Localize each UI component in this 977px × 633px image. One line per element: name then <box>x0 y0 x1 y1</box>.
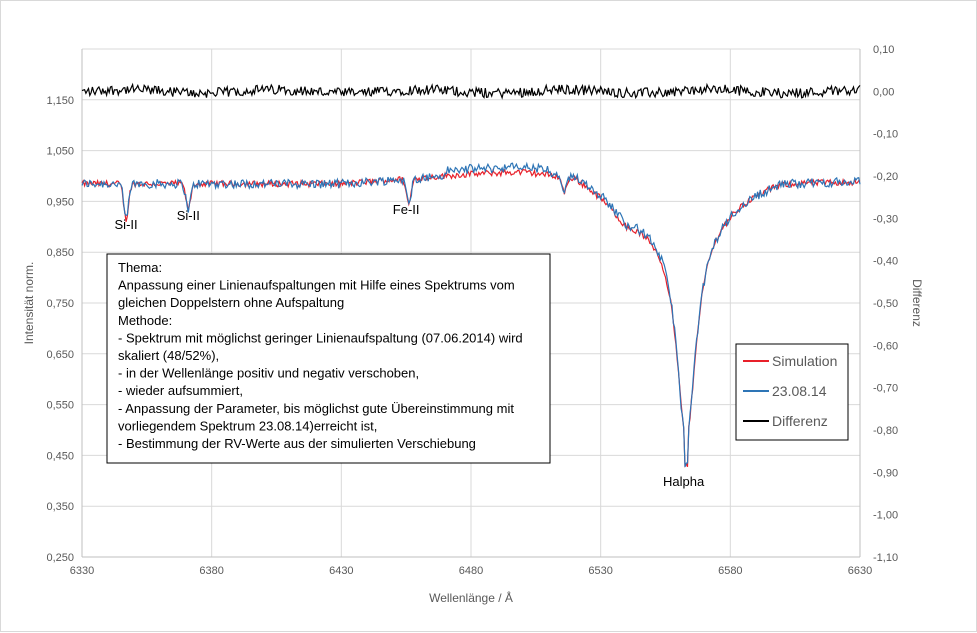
legend-label: Simulation <box>772 353 837 369</box>
y-left-tick-label: 1,050 <box>46 146 74 158</box>
textbox-line: - Anpassung der Parameter, bis möglichst… <box>118 401 514 416</box>
textbox-line: gleichen Doppelstern ohne Aufspaltung <box>118 295 344 310</box>
textbox-line: Thema: <box>118 260 162 275</box>
textbox-line: - Bestimmung der RV-Werte aus der simuli… <box>118 436 476 451</box>
y-left-tick-label: 0,750 <box>46 298 74 310</box>
y-left-tick-label: 0,850 <box>46 247 74 259</box>
legend-label: 23.08.14 <box>772 383 827 399</box>
y-left-tick-label: 0,450 <box>46 450 74 462</box>
annotation-si2-b: Si-II <box>177 208 200 223</box>
x-tick-label: 6380 <box>199 565 223 577</box>
y-left-tick-label: 0,250 <box>46 552 74 564</box>
y-right-tick-label: -0,30 <box>873 213 898 225</box>
series-23-08-14 <box>81 161 861 468</box>
y-right-tick-label: -1,10 <box>873 552 898 564</box>
textbox-line: vorliegendem Spektrum 23.08.14)erreicht … <box>118 418 377 433</box>
y-left-tick-label: 0,550 <box>46 400 74 412</box>
textbox-line: Methode: <box>118 313 172 328</box>
y-right-tick-label: -0,40 <box>873 256 898 268</box>
x-tick-label: 6630 <box>848 565 872 577</box>
series-differenz <box>81 82 861 100</box>
series-simulation <box>81 168 861 468</box>
y-right-tick-label: -0,20 <box>873 171 898 183</box>
y-left-tick-label: 0,650 <box>46 349 74 361</box>
y-right-tick-label: -1,00 <box>873 510 898 522</box>
x-tick-label: 6330 <box>70 565 94 577</box>
textbox-line: - Spektrum mit möglichst geringer Linien… <box>118 330 523 345</box>
y-left-tick-label: 1,150 <box>46 95 74 107</box>
x-tick-label: 6580 <box>718 565 742 577</box>
y-right-tick-label: -0,10 <box>873 129 898 141</box>
y-right-tick-label: -0,60 <box>873 340 898 352</box>
legend-label: Differenz <box>772 413 828 429</box>
text-box: Thema: Anpassung einer Linienaufspaltunge… <box>106 253 551 464</box>
y-left-axis-title: Intensität norm. <box>22 262 36 345</box>
x-tick-label: 6430 <box>329 565 353 577</box>
textbox-line: skaliert (48/52%), <box>118 348 219 363</box>
legend: Simulation 23.08.14 Differenz <box>735 343 849 441</box>
y-left-tick-label: 0,350 <box>46 501 74 513</box>
annotation-si2-a: Si-II <box>115 217 138 232</box>
annotation-halpha: Halpha <box>663 474 705 489</box>
x-axis-title: Wellenlänge / Å <box>429 590 513 605</box>
textbox-line: Anpassung einer Linienaufspaltungen mit … <box>118 278 515 293</box>
x-tick-label: 6530 <box>588 565 612 577</box>
annotation-fe2: Fe-II <box>393 202 420 217</box>
textbox-line: - in der Wellenlänge positiv und negativ… <box>118 366 419 381</box>
y-right-tick-label: 0,00 <box>873 86 894 98</box>
series <box>81 82 861 468</box>
x-tick-label: 6480 <box>459 565 483 577</box>
y-right-tick-label: -0,90 <box>873 467 898 479</box>
y-right-tick-label: -0,70 <box>873 383 898 395</box>
axes: 0,250 0,350 0,450 0,550 0,650 0,750 0,850 0,950… <box>22 44 924 605</box>
annotations: Si-II Si-II Fe-II Halpha <box>115 202 705 489</box>
y-right-tick-label: -0,50 <box>873 298 898 310</box>
method-textbox <box>106 253 551 464</box>
textbox-line: - wieder aufsummiert, <box>118 383 243 398</box>
y-right-tick-label: -0,80 <box>873 425 898 437</box>
y-right-tick-label: 0,10 <box>873 44 894 56</box>
y-right-axis-title: Differenz <box>910 279 924 327</box>
y-left-tick-label: 0,950 <box>46 196 74 208</box>
